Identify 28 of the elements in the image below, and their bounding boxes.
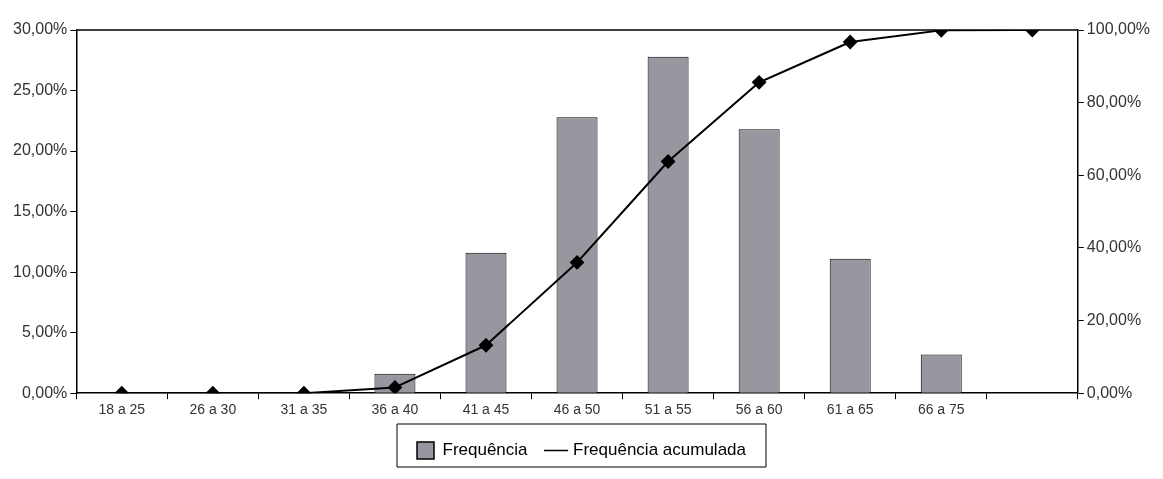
y2-tick-label: 60,00%	[1086, 165, 1142, 183]
y2-tick-label: 100,00%	[1086, 20, 1151, 38]
x-tick-label: 51 a 55	[644, 401, 692, 418]
point	[752, 75, 767, 90]
x-tick-label: 31 a 35	[280, 401, 328, 418]
y2-tick-label: 20,00%	[1086, 310, 1142, 328]
x-tick-label: 46 a 50	[553, 401, 601, 418]
point	[661, 154, 676, 169]
legend-label: Frequência	[442, 440, 529, 460]
legend-label: Frequência acumulada	[573, 440, 747, 460]
point	[570, 255, 585, 270]
x-tick-label: 36 a 40	[371, 401, 419, 418]
x-tick-label: 41 a 45	[462, 401, 510, 418]
x-tick-label: 18 a 25	[98, 401, 146, 418]
y-tick-label: 0,00%	[21, 383, 68, 401]
y-tick-label: 15,00%	[13, 202, 68, 220]
y2-tick-label: 40,00%	[1086, 238, 1142, 256]
y-tick-label: 10,00%	[13, 262, 68, 280]
y-tick-label: 30,00%	[13, 20, 68, 38]
y-tick-label: 5,00%	[21, 323, 68, 341]
y2-tick-label: 0,00%	[1086, 383, 1133, 401]
y-tick-label: 20,00%	[13, 141, 68, 159]
x-tick-label: 61 a 65	[826, 401, 874, 418]
x-tick-label: 66 a 75	[917, 401, 965, 418]
y-tick-label: 25,00%	[13, 80, 68, 98]
x-tick-label: 26 a 30	[189, 401, 237, 418]
x-tick-label: 56 a 60	[735, 401, 783, 418]
y2-tick-label: 80,00%	[1086, 93, 1142, 111]
